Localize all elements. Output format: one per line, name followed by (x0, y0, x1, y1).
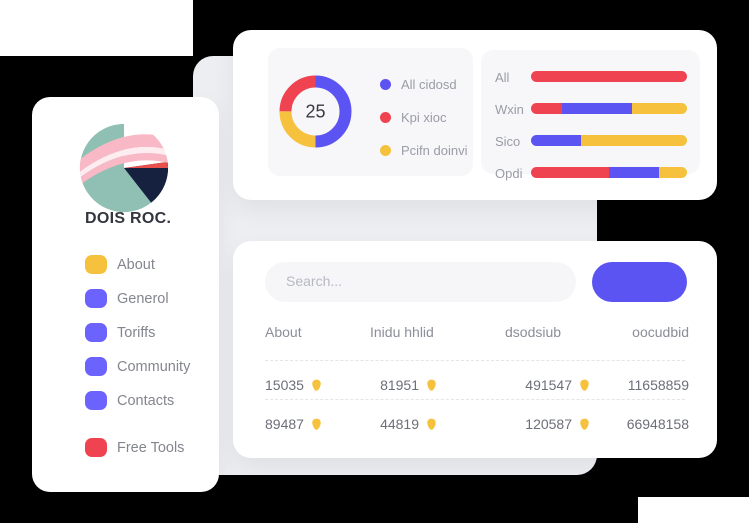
svg-text:25: 25 (305, 102, 325, 122)
